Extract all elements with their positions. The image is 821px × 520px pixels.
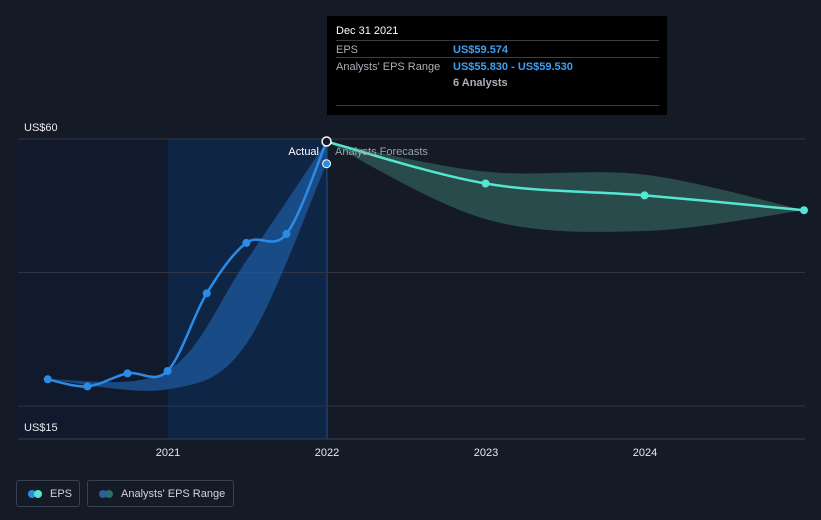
tooltip-range-value: US$55.830 - US$59.530 — [453, 61, 573, 73]
actual-eps-point-5 — [242, 238, 251, 247]
forecast-eps-point-1 — [481, 179, 490, 188]
axis-labels: US$60 US$15 2021 2022 2023 2024 Actual Analysts… — [24, 122, 657, 459]
tooltip-eps-value: US$59.574 — [453, 44, 509, 56]
legend-eps-label: EPS — [50, 487, 73, 500]
tooltip-analysts-value: 6 Analysts — [453, 77, 508, 89]
tooltip-row-eps: EPS US$59.574 — [336, 40, 659, 58]
range-past-band — [47, 141, 327, 391]
x-tick-2021: 2021 — [156, 447, 180, 459]
legend-range[interactable]: Analysts' EPS Range — [87, 480, 234, 507]
chart-background — [18, 139, 328, 439]
forecast-label: Analysts Forecasts — [335, 146, 428, 158]
actual-eps-point-3 — [163, 366, 172, 375]
x-tick-2024: 2024 — [633, 447, 657, 459]
legend-range-swatch — [99, 489, 115, 499]
legend-range-label: Analysts' EPS Range — [121, 487, 226, 500]
tooltip-date: Dec 31 2021 — [336, 25, 399, 37]
legend-eps-swatch — [28, 489, 44, 499]
actual-eps-point-2 — [123, 369, 132, 378]
range-low-marker — [322, 159, 332, 169]
forecast-eps-point-3 — [800, 206, 808, 215]
legend-range-dot-past — [99, 489, 107, 498]
actual-eps-point-6 — [282, 229, 291, 238]
forecast-eps-line — [326, 140, 805, 212]
past-region-shade — [18, 139, 168, 439]
range-bands — [47, 141, 804, 391]
tooltip-range-label: Analysts' EPS Range — [336, 61, 441, 73]
current-eps-marker — [321, 136, 332, 147]
eps-points — [43, 136, 808, 391]
y-label-bottom: US$15 — [24, 422, 58, 434]
tooltip-row-analysts: 6 Analysts — [336, 74, 659, 91]
actual-label: Actual — [288, 146, 319, 158]
actual-eps-point-4 — [202, 289, 211, 298]
legend-range-dot-future — [105, 489, 113, 498]
gridlines — [18, 138, 805, 440]
x-tick-2022: 2022 — [315, 447, 339, 459]
actual-eps-point-0 — [43, 375, 52, 384]
range-future-band — [326, 141, 804, 232]
x-tick-2023: 2023 — [474, 447, 498, 459]
y-label-top: US$60 — [24, 122, 58, 134]
tooltip-divider — [336, 105, 659, 106]
tooltip-eps-label: EPS — [336, 44, 359, 56]
legend-eps-dot-actual — [28, 489, 36, 498]
tooltip-row-range: Analysts' EPS Range US$55.830 - US$59.53… — [336, 57, 659, 75]
legend-eps-dot-forecast — [34, 489, 42, 498]
legend-eps[interactable]: EPS — [16, 480, 80, 507]
forecast-eps-point-2 — [640, 191, 649, 200]
actual-eps-point-1 — [83, 382, 92, 391]
tooltip: Dec 31 2021 EPS US$59.574 Analysts' EPS … — [327, 16, 667, 115]
